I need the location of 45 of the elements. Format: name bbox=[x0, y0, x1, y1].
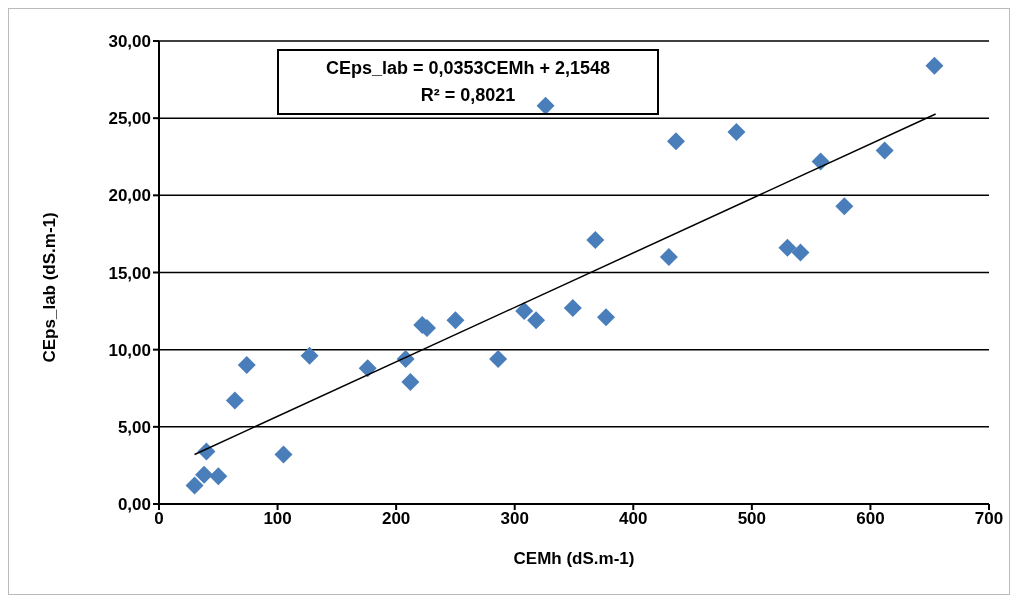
point bbox=[875, 141, 894, 160]
y-axis-title: CEps_lab (dS.m-1) bbox=[40, 212, 60, 363]
point bbox=[925, 56, 944, 75]
point bbox=[527, 311, 546, 330]
x-tick-label: 600 bbox=[856, 509, 885, 529]
annotation: CEps_lab = 0,0353CEMh + 2,1548 bbox=[324, 57, 612, 80]
y-tick-label: 30,00 bbox=[108, 32, 151, 52]
y-tick-label: 5,00 bbox=[117, 417, 151, 437]
point bbox=[358, 359, 377, 378]
point bbox=[237, 356, 256, 375]
y-tick-label: 0,00 bbox=[117, 495, 151, 515]
point bbox=[446, 311, 465, 330]
point bbox=[778, 238, 797, 257]
point bbox=[563, 299, 582, 317]
x-tick-label: 200 bbox=[381, 509, 411, 529]
point bbox=[185, 476, 204, 495]
annotation: R² = 0,8021 bbox=[419, 84, 517, 107]
y-tick-label: 15,00 bbox=[108, 263, 151, 283]
point bbox=[727, 123, 746, 142]
point bbox=[597, 308, 616, 327]
point bbox=[791, 243, 810, 262]
point bbox=[811, 152, 830, 171]
point bbox=[209, 467, 228, 486]
point bbox=[666, 132, 685, 151]
point bbox=[401, 373, 420, 392]
x-tick-label: 400 bbox=[619, 509, 648, 529]
x-tick-label: 0 bbox=[154, 509, 164, 529]
x-tick-label: 100 bbox=[263, 509, 292, 529]
x-tick-label: 500 bbox=[737, 509, 767, 529]
x-tick-label: 300 bbox=[500, 509, 529, 529]
y-tick-label: 20,00 bbox=[108, 186, 151, 206]
point bbox=[195, 465, 214, 484]
point bbox=[515, 302, 534, 321]
point bbox=[489, 349, 508, 368]
point bbox=[536, 96, 555, 115]
point bbox=[659, 248, 678, 267]
y-tick-label: 10,00 bbox=[108, 340, 151, 360]
point bbox=[835, 197, 854, 216]
x-axis-title: CEMh (dS.m-1) bbox=[513, 549, 635, 568]
point bbox=[300, 346, 319, 365]
x-tick-label: 700 bbox=[974, 509, 1004, 529]
point bbox=[274, 445, 293, 464]
point bbox=[225, 391, 244, 410]
y-tick-label: 25,00 bbox=[108, 109, 151, 129]
point bbox=[586, 231, 605, 250]
